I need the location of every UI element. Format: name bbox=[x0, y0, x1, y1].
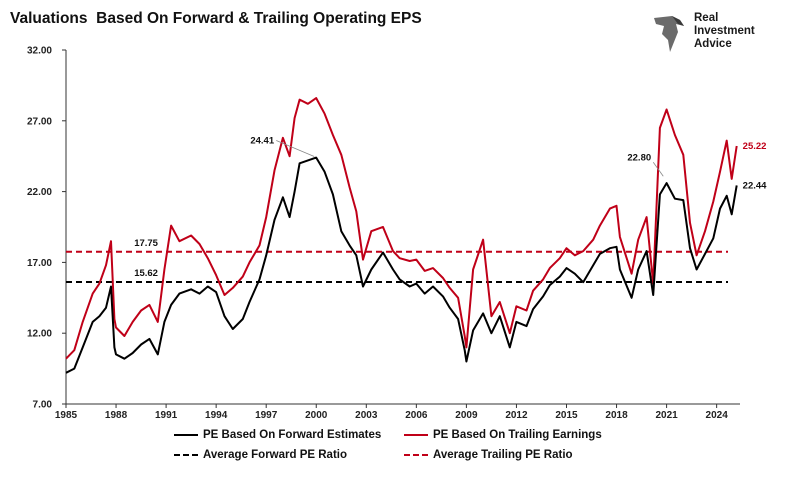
annotation-leader bbox=[276, 140, 315, 157]
logo-line-1: Real bbox=[694, 12, 719, 24]
x-tick-label: 2006 bbox=[405, 410, 428, 421]
annotation-leader bbox=[652, 162, 664, 177]
data-label: 17.75 bbox=[134, 238, 158, 249]
legend-swatch bbox=[174, 454, 198, 456]
data-label: 15.62 bbox=[134, 268, 158, 279]
y-tick-label: 22.00 bbox=[27, 187, 52, 198]
x-tick-label: 2000 bbox=[305, 410, 328, 421]
eagle-icon bbox=[654, 16, 684, 52]
y-tick-label: 27.00 bbox=[27, 116, 52, 127]
x-tick-label: 1985 bbox=[55, 410, 78, 421]
legend-swatch bbox=[404, 434, 428, 436]
logo-line-2: Investment bbox=[694, 25, 755, 37]
series-lines bbox=[65, 97, 738, 374]
series-line bbox=[65, 156, 738, 374]
legend-item: Average Forward PE Ratio bbox=[174, 449, 347, 461]
legend-item: PE Based On Trailing Earnings bbox=[404, 429, 602, 441]
data-label: 25.22 bbox=[743, 141, 767, 152]
y-tick-label: 7.00 bbox=[33, 400, 53, 411]
x-tick-label: 2003 bbox=[355, 410, 378, 421]
data-label: 22.80 bbox=[627, 152, 651, 163]
y-tick-label: 17.00 bbox=[27, 258, 52, 269]
legend-item: PE Based On Forward Estimates bbox=[174, 429, 381, 441]
legend-label: PE Based On Forward Estimates bbox=[203, 429, 382, 441]
x-tick-label: 2009 bbox=[455, 410, 478, 421]
brand-logo: Real Investment Advice bbox=[650, 12, 790, 54]
x-tick-label: 2012 bbox=[505, 410, 528, 421]
x-tick-label: 2018 bbox=[605, 410, 628, 421]
logo-line-3: Advice bbox=[694, 38, 732, 50]
x-tick-label: 1991 bbox=[155, 410, 178, 421]
legend-label: Average Trailing PE Ratio bbox=[433, 449, 573, 461]
x-tick-label: 1994 bbox=[205, 410, 228, 421]
series-line bbox=[65, 97, 738, 360]
chart-axes: 7.00 12.00 17.00 22.00 27.00 32.00 1985 1988 199… bbox=[27, 46, 740, 421]
y-tick-label: 12.00 bbox=[27, 329, 52, 340]
x-tick-label: 2021 bbox=[655, 410, 678, 421]
legend-label: Average Forward PE Ratio bbox=[203, 449, 348, 461]
logo-text: Real Investment Advice bbox=[694, 12, 755, 51]
annotations: 17.75 15.62 24.41 22.80 25.22 22.44 bbox=[134, 135, 767, 278]
x-tick-label: 2015 bbox=[555, 410, 578, 421]
data-label: 22.44 bbox=[743, 180, 767, 191]
legend-swatch bbox=[174, 434, 198, 436]
data-label: 24.41 bbox=[250, 135, 274, 146]
legend-item: Average Trailing PE Ratio bbox=[404, 449, 573, 461]
y-tick-label: 32.00 bbox=[27, 46, 52, 57]
legend-swatch bbox=[404, 454, 428, 456]
legend-label: PE Based On Trailing Earnings bbox=[433, 429, 602, 441]
line-chart: 7.00 12.00 17.00 22.00 27.00 32.00 1985 1988 199… bbox=[27, 46, 767, 422]
x-tick-label: 1997 bbox=[255, 410, 278, 421]
x-tick-label: 2024 bbox=[706, 410, 729, 421]
chart-title: Valuations Based On Forward & Trailing O… bbox=[10, 10, 422, 27]
x-tick-label: 1988 bbox=[105, 410, 128, 421]
